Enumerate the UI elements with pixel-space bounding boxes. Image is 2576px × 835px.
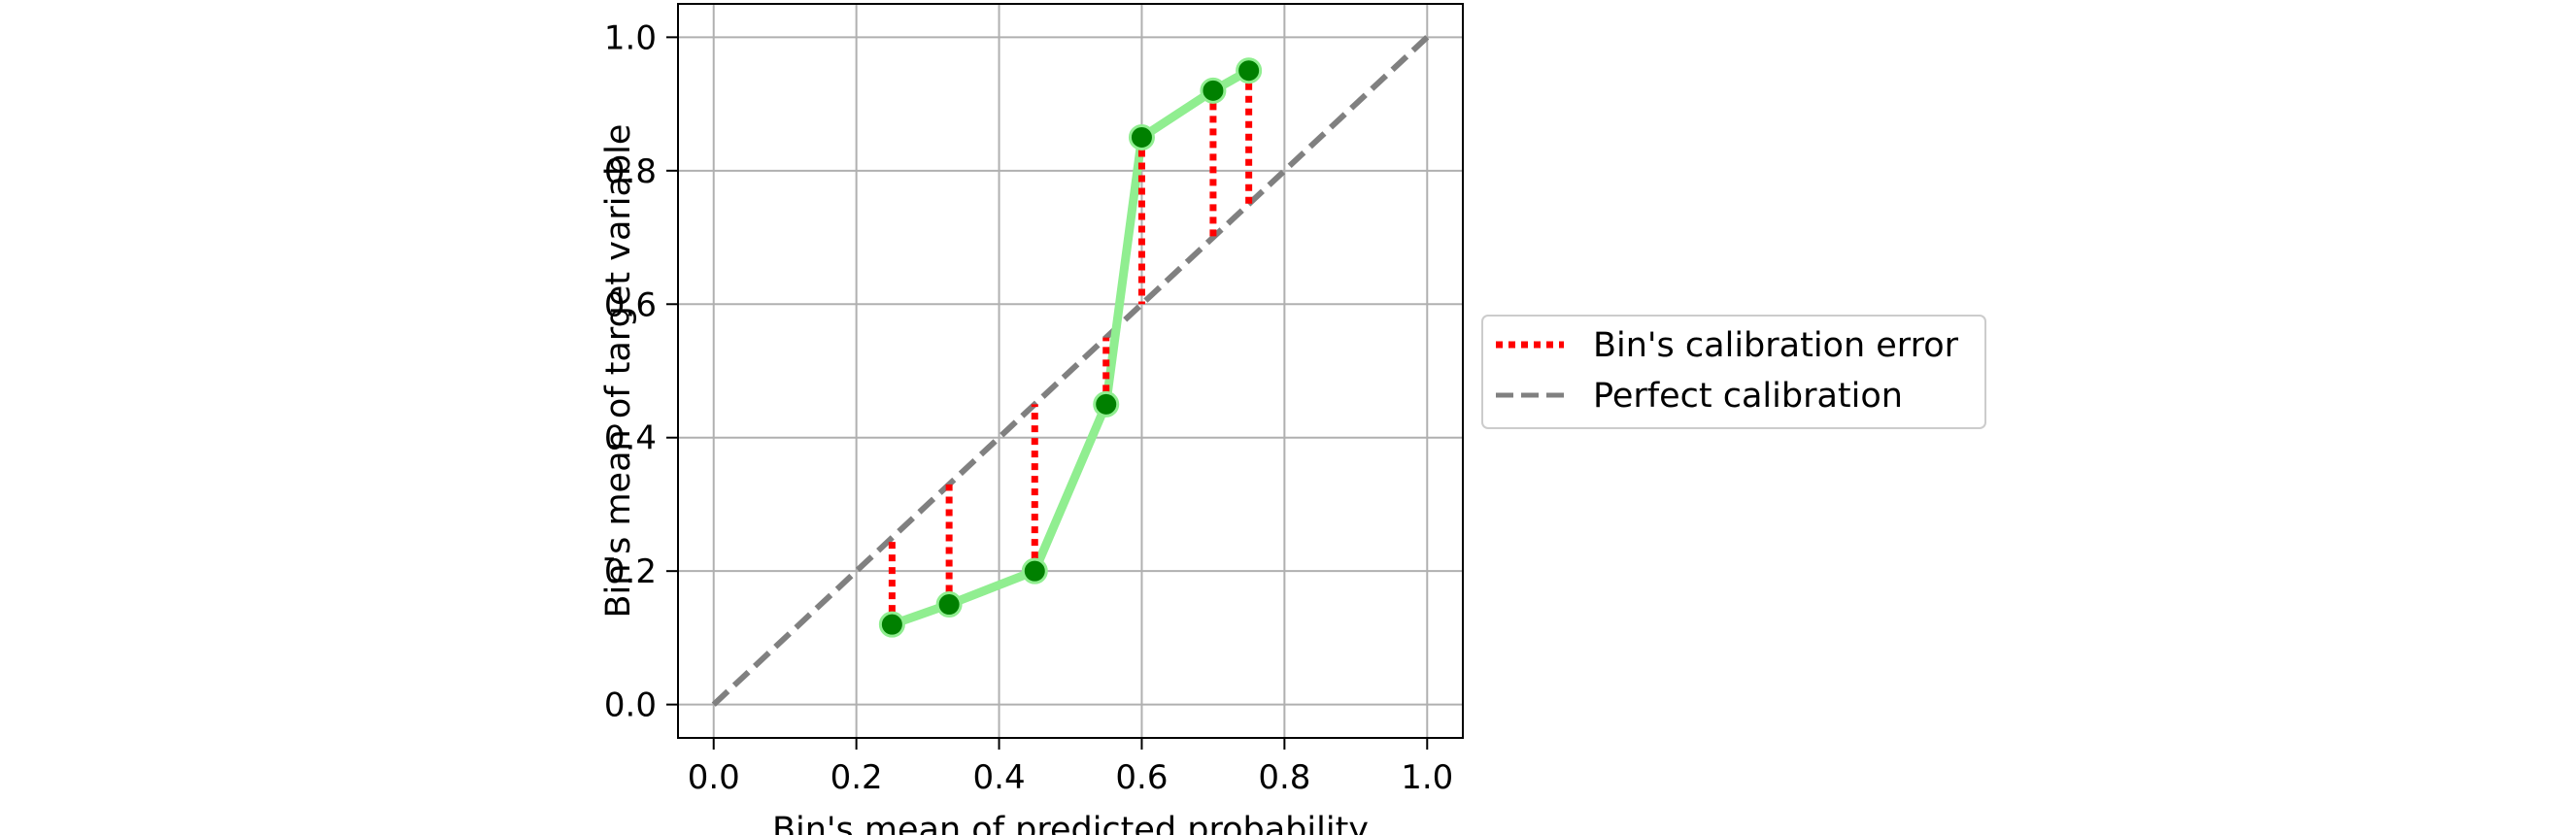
calibration-point (1128, 123, 1155, 150)
calibration-point (1236, 57, 1263, 84)
calibration-error-layer (888, 70, 1253, 625)
calibration-point (878, 611, 905, 638)
perfect-calibration-layer (711, 35, 1430, 707)
y-axis: 0.0 0.2 0.4 0.6 0.8 1.0 (604, 18, 678, 725)
x-tick-label: 0.2 (830, 758, 883, 797)
calibration-point (1021, 557, 1048, 584)
calibration-curve-line (887, 66, 1254, 629)
legend: Bin's calibration error Perfect calibrat… (1481, 315, 1986, 429)
legend-label-perfect-calibration: Perfect calibration (1593, 377, 1903, 416)
x-tick-label: 0.8 (1258, 758, 1310, 797)
marker-layer (878, 57, 1263, 638)
x-axis-label: Bin's mean of predicted probability (772, 811, 1369, 835)
plot-frame (677, 3, 1464, 739)
y-tick-label: 0.4 (604, 419, 657, 458)
calibration-curve-layer (887, 66, 1254, 629)
grid (678, 4, 1463, 738)
x-axis: 0.0 0.2 0.4 0.6 0.8 1.0 (688, 738, 1453, 797)
y-tick-label: 0.6 (604, 285, 657, 324)
y-tick-label: 0.0 (604, 686, 657, 725)
x-tick-label: 1.0 (1401, 758, 1453, 797)
legend-box (1481, 315, 1986, 429)
y-tick-label: 1.0 (604, 18, 657, 57)
y-axis-label: Bin's mean of target variable (599, 124, 638, 618)
calibration-point (1200, 77, 1227, 104)
calibration-point (1093, 390, 1120, 418)
legend-label-calibration-error: Bin's calibration error (1593, 326, 1959, 365)
x-tick-label: 0.6 (1115, 758, 1168, 797)
x-tick-label: 0.4 (973, 758, 1026, 797)
x-tick-label: 0.0 (688, 758, 740, 797)
perfect-calibration-line (711, 35, 1430, 707)
y-tick-label: 0.8 (604, 152, 657, 191)
calibration-point (935, 591, 963, 618)
y-tick-label: 0.2 (604, 552, 657, 591)
